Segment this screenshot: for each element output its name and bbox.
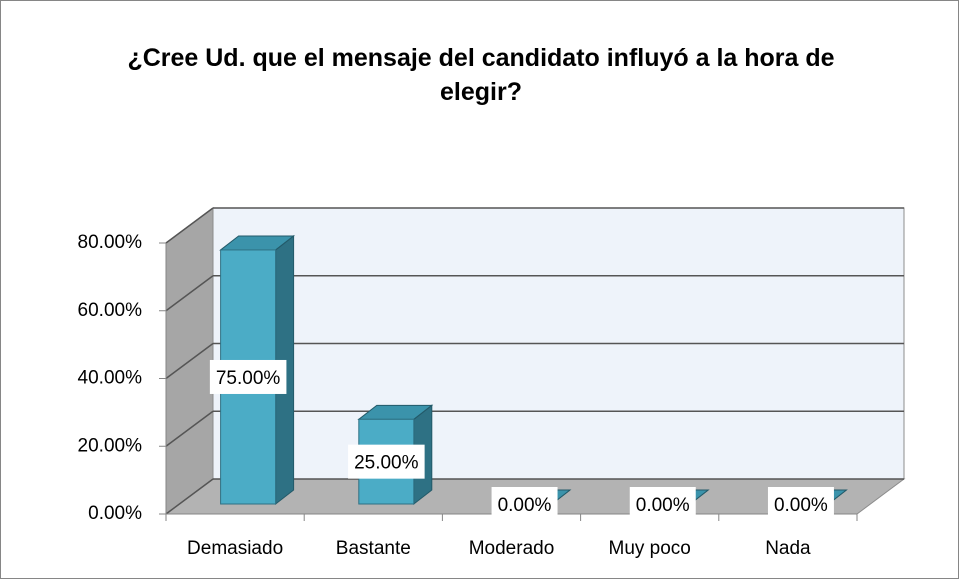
grid-line-side [165, 275, 214, 312]
data-label-box [491, 487, 558, 521]
data-label-box [209, 359, 287, 394]
y-tick-label: 40.00% [78, 368, 143, 389]
data-label: 0.00% [498, 495, 552, 516]
x-tick-label: Muy poco [609, 538, 691, 559]
data-label-box [348, 444, 425, 479]
x-tick-label: Demasiado [187, 538, 283, 559]
grid-line-side [165, 342, 214, 380]
chart-title: ¿Cree Ud. que el mensaje del candidato i… [127, 44, 835, 106]
data-label: 75.00% [216, 368, 281, 389]
grid-line-side [165, 478, 214, 515]
x-tick-label: Bastante [336, 538, 411, 559]
data-label-box [767, 487, 834, 521]
grid-line-side [165, 410, 214, 447]
x-tick-label: Nada [765, 538, 811, 559]
y-tick-label: 60.00% [78, 300, 143, 321]
data-label-box [629, 487, 696, 521]
y-tick-label: 20.00% [78, 435, 143, 456]
x-tick-label: Moderado [469, 538, 555, 559]
grid-line-side [165, 207, 214, 244]
data-label: 0.00% [636, 495, 690, 516]
data-label: 0.00% [774, 495, 828, 516]
y-tick-label: 80.00% [78, 232, 143, 253]
data-label: 25.00% [354, 453, 419, 474]
y-tick-label: 0.00% [88, 503, 142, 524]
